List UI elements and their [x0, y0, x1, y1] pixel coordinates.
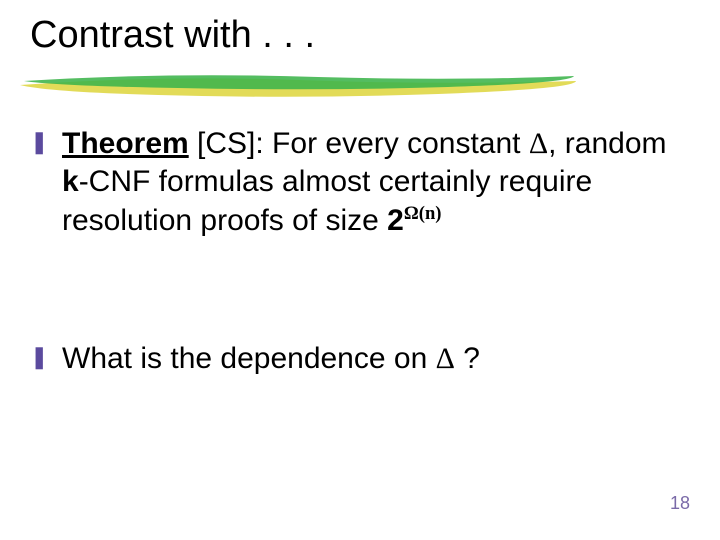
omega-exponent: Ω(n) — [404, 203, 442, 224]
k-var: k — [62, 165, 79, 198]
theorem-line: ❚ Theorem [CS]: For every constant Δ, ra… — [30, 125, 670, 240]
bullet-icon: ❚ — [30, 128, 48, 156]
theorem-text-a: For every constant — [264, 127, 529, 160]
two-base: 2 — [387, 204, 404, 237]
delta-symbol-2: Δ — [436, 342, 455, 375]
theorem-text-b: , random — [548, 127, 666, 160]
title-underline-brush — [18, 72, 578, 100]
page-number: 18 — [670, 493, 690, 514]
question-post: ? — [455, 342, 480, 375]
theorem-block: ❚ Theorem [CS]: For every constant Δ, ra… — [30, 125, 670, 240]
theorem-citation: [CS]: — [189, 127, 264, 160]
question-pre: What is the dependence on — [62, 342, 436, 375]
delta-symbol-1: Δ — [529, 127, 548, 160]
question-block: ❚ What is the dependence on Δ ? — [30, 340, 670, 378]
slide-title: Contrast with . . . — [30, 14, 315, 57]
bullet-icon: ❚ — [30, 343, 48, 371]
slide-title-text: Contrast with . . . — [30, 14, 315, 56]
page-number-text: 18 — [670, 493, 690, 513]
theorem-text-c: -CNF formulas almost certainly require r… — [62, 165, 592, 236]
question-line: ❚ What is the dependence on Δ ? — [30, 340, 670, 378]
theorem-label: Theorem — [62, 127, 189, 160]
